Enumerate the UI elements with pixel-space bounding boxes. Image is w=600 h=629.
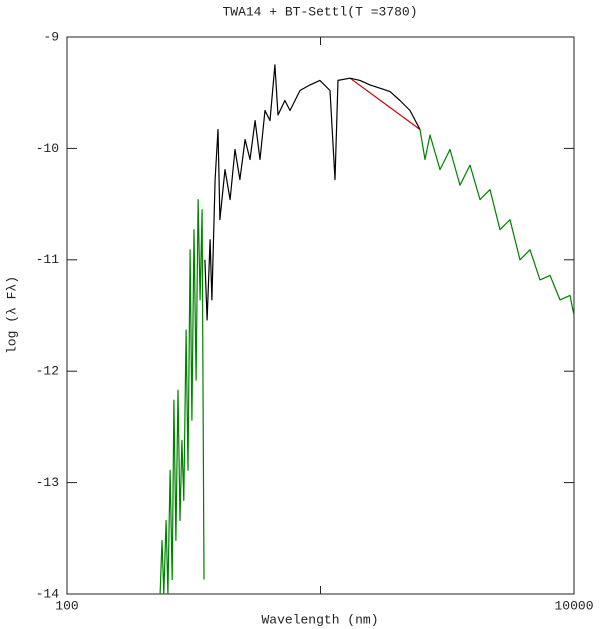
y-tick-label: -9 <box>43 29 59 44</box>
y-tick-label: -12 <box>36 364 59 379</box>
x-tick-label: 10000 <box>554 598 593 613</box>
x-tick-label: 100 <box>55 598 78 613</box>
plot-frame <box>66 36 575 595</box>
y-tick-label: -14 <box>36 586 60 601</box>
spectrum-line <box>419 129 575 316</box>
x-axis-label: Wavelength (nm) <box>261 612 378 627</box>
spectrum-line <box>349 77 421 130</box>
y-axis-label: log (λ Fλ) <box>4 276 19 354</box>
y-tick-label: -13 <box>36 475 59 490</box>
y-tick-label: -10 <box>36 141 59 156</box>
chart-title: TWA14 + BT-Settl(T =3780) <box>222 4 417 19</box>
spectrum-line <box>204 64 421 321</box>
y-tick-label: -11 <box>36 252 60 267</box>
spectrum-line <box>159 199 205 595</box>
